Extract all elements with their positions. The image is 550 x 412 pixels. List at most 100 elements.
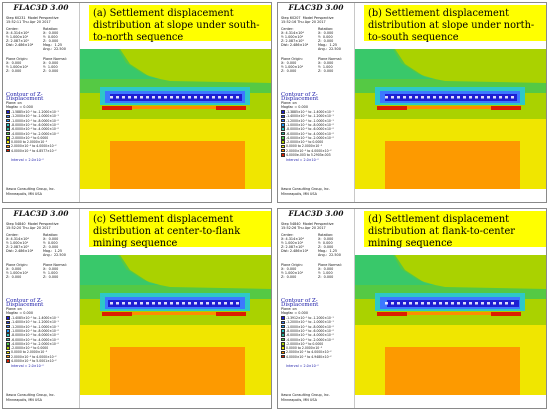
legend-label: -1.0000×10⁻¹ to -8.0000×10⁻²	[11, 118, 59, 123]
legend-label: -2.0000×10⁻² to 0.0000	[11, 346, 49, 351]
goaf-cell	[463, 302, 466, 305]
legend-swatch	[6, 316, 10, 320]
plane-on-text: Plane: on	[281, 307, 297, 311]
mag-text: Mag.: 1.25	[318, 249, 338, 253]
legend-swatch	[281, 118, 285, 123]
mag-text: Mag.: 1.25	[318, 43, 338, 47]
goaf-cell	[487, 96, 490, 99]
legend-swatch	[6, 337, 10, 342]
goaf-cell	[511, 96, 514, 99]
legend-swatch	[281, 127, 285, 131]
red-seam-left	[102, 106, 132, 110]
legend-label: -4.0000×10⁻² to -2.0000×10⁻²	[286, 135, 334, 140]
goaf-cell	[188, 302, 191, 305]
goaf-cell	[457, 302, 460, 305]
legend-swatch	[281, 144, 285, 149]
goaf-cell	[188, 96, 191, 99]
company-text: Itasca Consulting Group, Inc.	[281, 187, 330, 191]
center-label: Center:	[6, 27, 19, 31]
center-z: Z: 2.087×10³	[6, 245, 29, 249]
step-text: Step 60231 Model Perspective	[6, 16, 59, 20]
legend-label: -1.0000×10⁻¹ to -8.0000×10⁻²	[286, 122, 334, 127]
goaf-cell	[110, 302, 113, 305]
panel-a: FLAC3D 3.00 Step 60231 Model Perspective…	[2, 2, 272, 203]
legend-swatch	[281, 153, 285, 157]
goaf-cell	[170, 302, 173, 305]
rot-z: Z: 0.000	[318, 245, 334, 249]
legend-label: -6.0000×10⁻² to -4.0000×10⁻²	[286, 131, 334, 136]
plane-normal-label: Plane Normal:	[318, 263, 342, 267]
legend-label: -6.0000×10⁻² to -4.0000×10⁻²	[11, 337, 59, 342]
plane-normal-label: Plane Normal:	[43, 263, 67, 267]
pn-x: X: 0.000	[43, 267, 59, 271]
goaf-cell	[122, 96, 125, 99]
legend-label: 0.0000 to 2.0000×10⁻²	[286, 144, 323, 149]
contour-title: Contour of Z-Displacement	[6, 298, 44, 309]
displacement-contour-plot	[355, 255, 546, 395]
step-text: Step 54840 Model Perspective	[6, 222, 59, 226]
goaf-cell	[505, 96, 508, 99]
goaf-cell	[218, 96, 221, 99]
goaf-cell	[134, 96, 137, 99]
center-y: Y: 1.000×10⁰	[281, 35, 304, 39]
plane-on-text: Plane: on	[6, 101, 22, 105]
goaf-cell	[481, 302, 484, 305]
city-text: Minneapolis, MN USA	[281, 398, 317, 402]
legend-swatch	[281, 333, 285, 337]
goaf-cell	[116, 96, 119, 99]
rot-y: Y: 0.000	[43, 35, 58, 39]
pn-x: X: 0.000	[318, 61, 334, 65]
legend-label: -4.0000×10⁻² to -2.0000×10⁻²	[286, 337, 334, 342]
goaf-cell	[146, 96, 149, 99]
orange-seam-mid	[132, 106, 216, 109]
panel-caption: (c) Settlement displacement distribution…	[89, 211, 271, 249]
rot-x: X: 0.000	[43, 237, 59, 241]
dist-text: Dist: 2.486×10⁴	[281, 43, 309, 47]
panel-caption: (a) Settlement displacement distribution…	[89, 5, 271, 43]
magfac-text: Magfac = 0.000	[281, 105, 308, 109]
goaf-cell	[152, 96, 155, 99]
goaf-cell	[212, 96, 215, 99]
po-z: Z: 0.000	[6, 275, 22, 279]
legend-swatch	[281, 123, 285, 127]
legend-swatch	[6, 131, 10, 136]
orange-uplift-zone	[385, 347, 520, 395]
goaf-cell	[427, 302, 430, 305]
pn-x: X: 0.000	[43, 61, 59, 65]
goaf-cell	[128, 96, 131, 99]
legend-label: -2.0000×10⁻² to 0.0000	[11, 135, 49, 140]
goaf-cell	[110, 96, 113, 99]
legend-swatch	[281, 346, 285, 350]
legend-label: -4.0000×10⁻² to -2.0000×10⁻²	[11, 131, 59, 136]
info-column: FLAC3D 3.00 Step 54840 Model Perspective…	[278, 209, 355, 408]
city-text: Minneapolis, MN USA	[281, 192, 317, 196]
displacement-contour-plot	[355, 49, 546, 189]
contour-title: Contour of Z-Displacement	[281, 298, 319, 309]
legend: -1.4085×10⁻¹ to -1.4000×10⁻¹ -1.4000×10⁻¹…	[3, 316, 79, 366]
goaf-cell	[445, 96, 448, 99]
datetime-text: 15:52:16 Thu Apr 20 2017	[281, 20, 326, 24]
center-label: Center:	[281, 233, 294, 237]
info-column: FLAC3D 3.00 Step 54840 Model Perspective…	[3, 209, 80, 408]
plane-normal-label: Plane Normal:	[318, 57, 342, 61]
legend-swatch	[6, 359, 10, 363]
center-x: X: 4.314×10⁴	[281, 237, 304, 241]
step-text: Step 54840 Model Perspective	[281, 222, 334, 226]
slope-crest	[355, 255, 435, 285]
pn-z: Z: 0.000	[43, 69, 59, 73]
legend: -1.5885×10⁻¹ to -1.2000×10⁻¹ -1.2000×10⁻¹…	[3, 110, 79, 160]
legend: -1.3912×10⁻¹ to -1.2000×10⁻¹ -1.2000×10⁻¹…	[278, 316, 354, 366]
legend-label: -1.4000×10⁻¹ to -1.2000×10⁻¹	[11, 320, 59, 325]
legend-label: -8.0000×10⁻² to -6.0000×10⁻²	[286, 328, 334, 333]
orange-uplift-zone	[110, 347, 245, 395]
legend-label: 4.0000×10⁻² to 4.9480×10⁻²	[286, 354, 332, 359]
goaf-cell	[499, 302, 502, 305]
goaf-cell	[140, 302, 143, 305]
legend-swatch	[281, 354, 285, 359]
goaf-cell	[182, 302, 185, 305]
orange-seam-mid	[132, 312, 216, 315]
contour-title: Contour of Z-Displacement	[6, 92, 44, 103]
displacement-contour-plot	[80, 49, 271, 189]
legend-label: -1.2000×10⁻¹ to -1.0000×10⁻¹	[11, 324, 59, 329]
goaf-cell	[433, 302, 436, 305]
